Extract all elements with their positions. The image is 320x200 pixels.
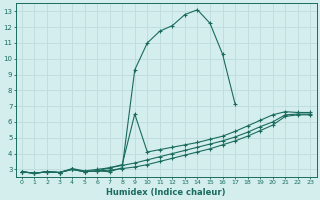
X-axis label: Humidex (Indice chaleur): Humidex (Indice chaleur) — [106, 188, 226, 197]
